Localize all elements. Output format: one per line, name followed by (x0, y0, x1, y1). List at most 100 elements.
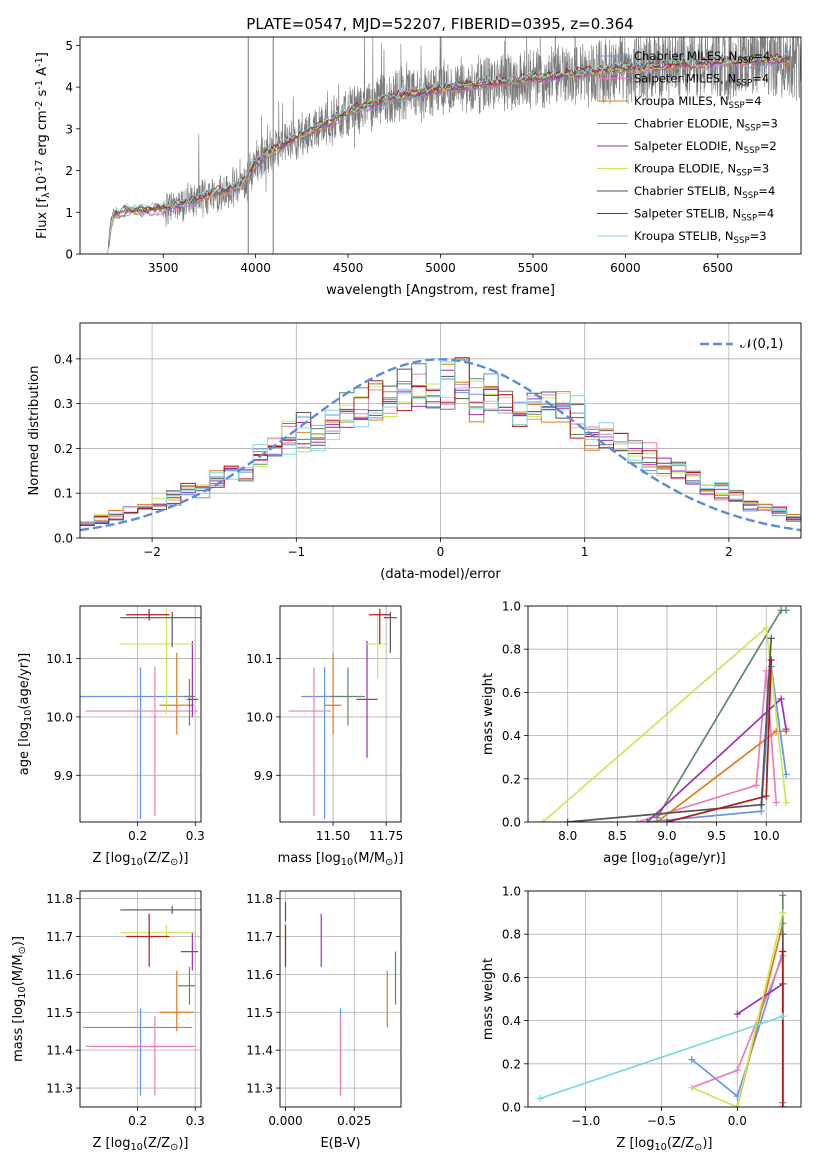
axes-frame (79, 890, 202, 1108)
y-tick-label: 11.5 (46, 1006, 73, 1020)
x-tick-label: 9.0 (657, 829, 676, 843)
plot-area-age-vs-Z (80, 606, 201, 822)
x-tick-label: 0.2 (128, 829, 147, 843)
x-axis-label: age [log10(age/yr)] (603, 851, 726, 868)
y-tick-label: 0.1 (54, 487, 73, 501)
weight-point-marker (757, 807, 765, 815)
x-tick-label: 6000 (610, 261, 641, 275)
weight-series-line (539, 1015, 784, 1100)
x-tick-label: 2 (725, 545, 733, 559)
y-tick-label: 11.6 (246, 968, 273, 982)
axes-weight-vs-Z: −1.0 −0.5 0.0 0.0 0.2 0.4 0.6 0.8 1.0 Z [log10(Z/… (481, 885, 802, 1153)
y-tick-label: 0.6 (502, 686, 521, 700)
x-tick-label: 0.2 (128, 1114, 147, 1128)
weight-point-marker (663, 818, 671, 822)
x-axis-label: Z [log10(Z/Z⊙)] (93, 851, 189, 868)
plot-area-spectrum (107, 37, 801, 254)
plot-area-age-vs-mass (280, 606, 401, 822)
axes-frame (279, 890, 402, 1108)
x-tick-label: 1 (581, 545, 589, 559)
axes-frame (79, 36, 802, 255)
y-tick-label: 0.2 (502, 1057, 521, 1071)
y-tick-label: 11.8 (46, 892, 73, 906)
x-tick-label: 0.3 (186, 829, 205, 843)
x-tick-label: 0.000 (268, 1114, 302, 1128)
y-tick-label: 0.2 (502, 772, 521, 786)
axes-age-vs-mass: 11.50 11.75 9.9 10.0 10.1 mass [log10(M/M⊙)] (246, 605, 403, 868)
y-tick-label: 9.9 (254, 769, 273, 783)
weight-point-marker (539, 818, 547, 822)
x-tick-label: 11.50 (316, 829, 350, 843)
weight-point-marker (733, 1103, 741, 1107)
x-tick-label: 0.3 (186, 1114, 205, 1128)
y-tick-label: 1.0 (502, 885, 521, 899)
figure-title: PLATE=0547, MJD=52207, FIBERID=0395, z=0… (246, 15, 633, 33)
y-tick-label: 0.8 (502, 928, 521, 942)
x-axis-label: wavelength [Angstrom, rest frame] (326, 283, 555, 298)
y-tick-label: 11.7 (46, 930, 73, 944)
axes-frame (79, 322, 802, 539)
legend-label: Salpeter STELIB, NSSP=4 (634, 207, 774, 224)
y-tick-label: 0.3 (54, 397, 73, 411)
y-tick-label: 0 (65, 248, 73, 262)
weight-point-marker (779, 1012, 787, 1020)
y-tick-label: 0.8 (502, 643, 521, 657)
x-tick-label: 0.025 (337, 1114, 371, 1128)
y-tick-label: 0.6 (502, 971, 521, 985)
x-tick-label: 3500 (148, 261, 179, 275)
weight-point-marker (536, 1094, 544, 1102)
y-tick-label: 0.4 (502, 1014, 521, 1028)
y-tick-label: 5 (65, 39, 73, 53)
legend-label: Salpeter ELODIE, NSSP=2 (634, 139, 777, 156)
y-tick-label: 11.3 (46, 1082, 73, 1096)
weight-point-marker (757, 801, 765, 809)
axes-weight-vs-age: 8.0 8.5 9.0 9.5 10.0 0.0 0.2 0.4 0.6 0.8 1.0 age [l… (481, 600, 802, 868)
plot-area-weight-vs-age (528, 606, 801, 822)
weight-point-marker (633, 818, 641, 822)
plot-area-mass-vs-Z (80, 891, 201, 1107)
y-axis-label: age [log10(age/yr)] (17, 653, 34, 776)
legend-label: Salpeter MILES, NSSP=4 (634, 72, 769, 89)
x-tick-label: −1 (287, 545, 305, 559)
y-tick-label: 0.4 (54, 352, 73, 366)
plot-area-mass-vs-EBV (280, 891, 401, 1107)
plot-area-residuals (80, 323, 801, 538)
axes-frame (79, 605, 202, 823)
x-tick-label: 5500 (518, 261, 549, 275)
x-tick-label: −1.0 (571, 1114, 600, 1128)
x-tick-label: 4500 (333, 261, 364, 275)
weight-point-marker (782, 770, 790, 778)
legend-label: Chabrier STELIB, NSSP=4 (634, 184, 775, 201)
weight-series-line (691, 912, 784, 1107)
weight-series-line (666, 659, 773, 822)
weight-point-marker (688, 1055, 696, 1063)
y-axis-label: Flux [fλ10-17 erg cm-2 s-1 A-1] (34, 52, 52, 239)
axes-residuals: −2 −1 0 1 2 0.0 0.1 0.2 0.3 0.4 (data-model)/error… (27, 322, 802, 582)
y-axis-label: mass weight (481, 958, 496, 1040)
x-tick-label: 8.5 (608, 829, 627, 843)
weight-series-line (636, 670, 778, 822)
legend-label: 𝒩(0,1) (740, 337, 783, 352)
x-tick-label: 11.75 (369, 829, 403, 843)
weight-series-line (736, 983, 784, 1015)
x-tick-label: 9.5 (707, 829, 726, 843)
x-axis-label: E(B-V) (320, 1136, 360, 1151)
y-tick-label: 1 (65, 206, 73, 220)
y-tick-label: 11.3 (246, 1082, 273, 1096)
weight-point-marker (762, 624, 770, 632)
weight-point-marker (767, 634, 775, 642)
spectrum-legend: Chabrier MILES, NSSP=4 Salpeter MILES, NS… (597, 49, 778, 246)
weight-series-line (567, 638, 773, 822)
legend-label: Chabrier MILES, NSSP=4 (634, 49, 770, 66)
x-axis-label: (data-model)/error (380, 567, 501, 582)
y-tick-label: 11.7 (246, 930, 273, 944)
y-tick-label: 0.0 (502, 1101, 521, 1115)
weight-point-marker (779, 909, 787, 917)
x-tick-label: −0.5 (647, 1114, 676, 1128)
legend-label: Chabrier ELODIE, NSSP=3 (634, 117, 778, 134)
y-tick-label: 4 (65, 81, 73, 95)
y-tick-label: 11.5 (246, 1006, 273, 1020)
weight-point-marker (733, 1010, 741, 1018)
weight-point-marker (643, 818, 651, 822)
